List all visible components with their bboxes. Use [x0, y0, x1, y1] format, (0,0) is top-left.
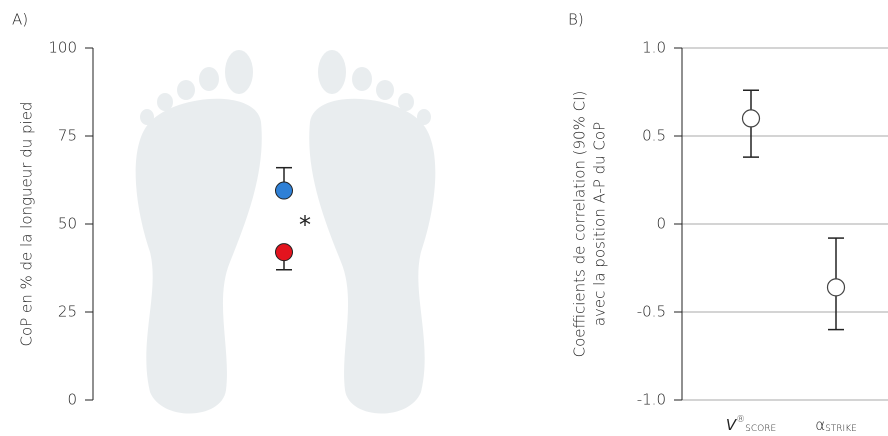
y-axis-label: avec la position A-P du CoP — [591, 122, 609, 326]
y-tick-label: 0.5 — [642, 127, 666, 145]
y-tick-label: -1.0 — [637, 391, 666, 409]
toe — [199, 67, 219, 91]
y-tick-label: 0 — [67, 391, 77, 409]
data-point — [275, 181, 293, 200]
sole — [309, 98, 436, 414]
y-tick-label: 100 — [48, 39, 77, 57]
y-tick-label: 50 — [58, 215, 77, 233]
category-subscript: SCORE — [745, 424, 776, 434]
y-axis-label: Coefficients de correlation (90% CI) — [571, 91, 589, 358]
y-tick-label: 75 — [58, 127, 77, 145]
toe — [352, 67, 372, 91]
category-superscript: ® — [736, 415, 745, 425]
category-name: V — [726, 416, 738, 434]
toe — [398, 93, 414, 111]
annotation: * — [299, 211, 311, 239]
data-point — [741, 109, 761, 128]
y-tick-label: 25 — [58, 303, 77, 321]
left-foot — [135, 50, 262, 414]
panel-label: B) — [568, 11, 584, 29]
sole — [135, 98, 262, 414]
category-name: α — [815, 416, 825, 434]
toe — [376, 80, 394, 100]
toe — [140, 109, 154, 125]
y-axis-label: CoP en % de la longueur du pied — [18, 102, 36, 347]
right-foot — [309, 50, 436, 414]
data-point — [275, 243, 293, 262]
panel-label: A) — [12, 11, 28, 29]
toe — [177, 80, 195, 100]
y-tick-label: -0.5 — [637, 303, 666, 321]
toe — [157, 93, 173, 111]
y-tick-label: 1.0 — [642, 39, 666, 57]
toe — [417, 109, 431, 125]
toe — [318, 50, 346, 94]
data-point — [826, 278, 846, 297]
x-tick-label: V®SCORE — [726, 415, 776, 434]
feet-illustration — [135, 50, 436, 414]
category-subscript: STRIKE — [825, 424, 857, 434]
x-tick-label: αSTRIKE — [815, 416, 857, 434]
toe — [225, 50, 253, 94]
y-tick-label: 0 — [656, 215, 666, 233]
